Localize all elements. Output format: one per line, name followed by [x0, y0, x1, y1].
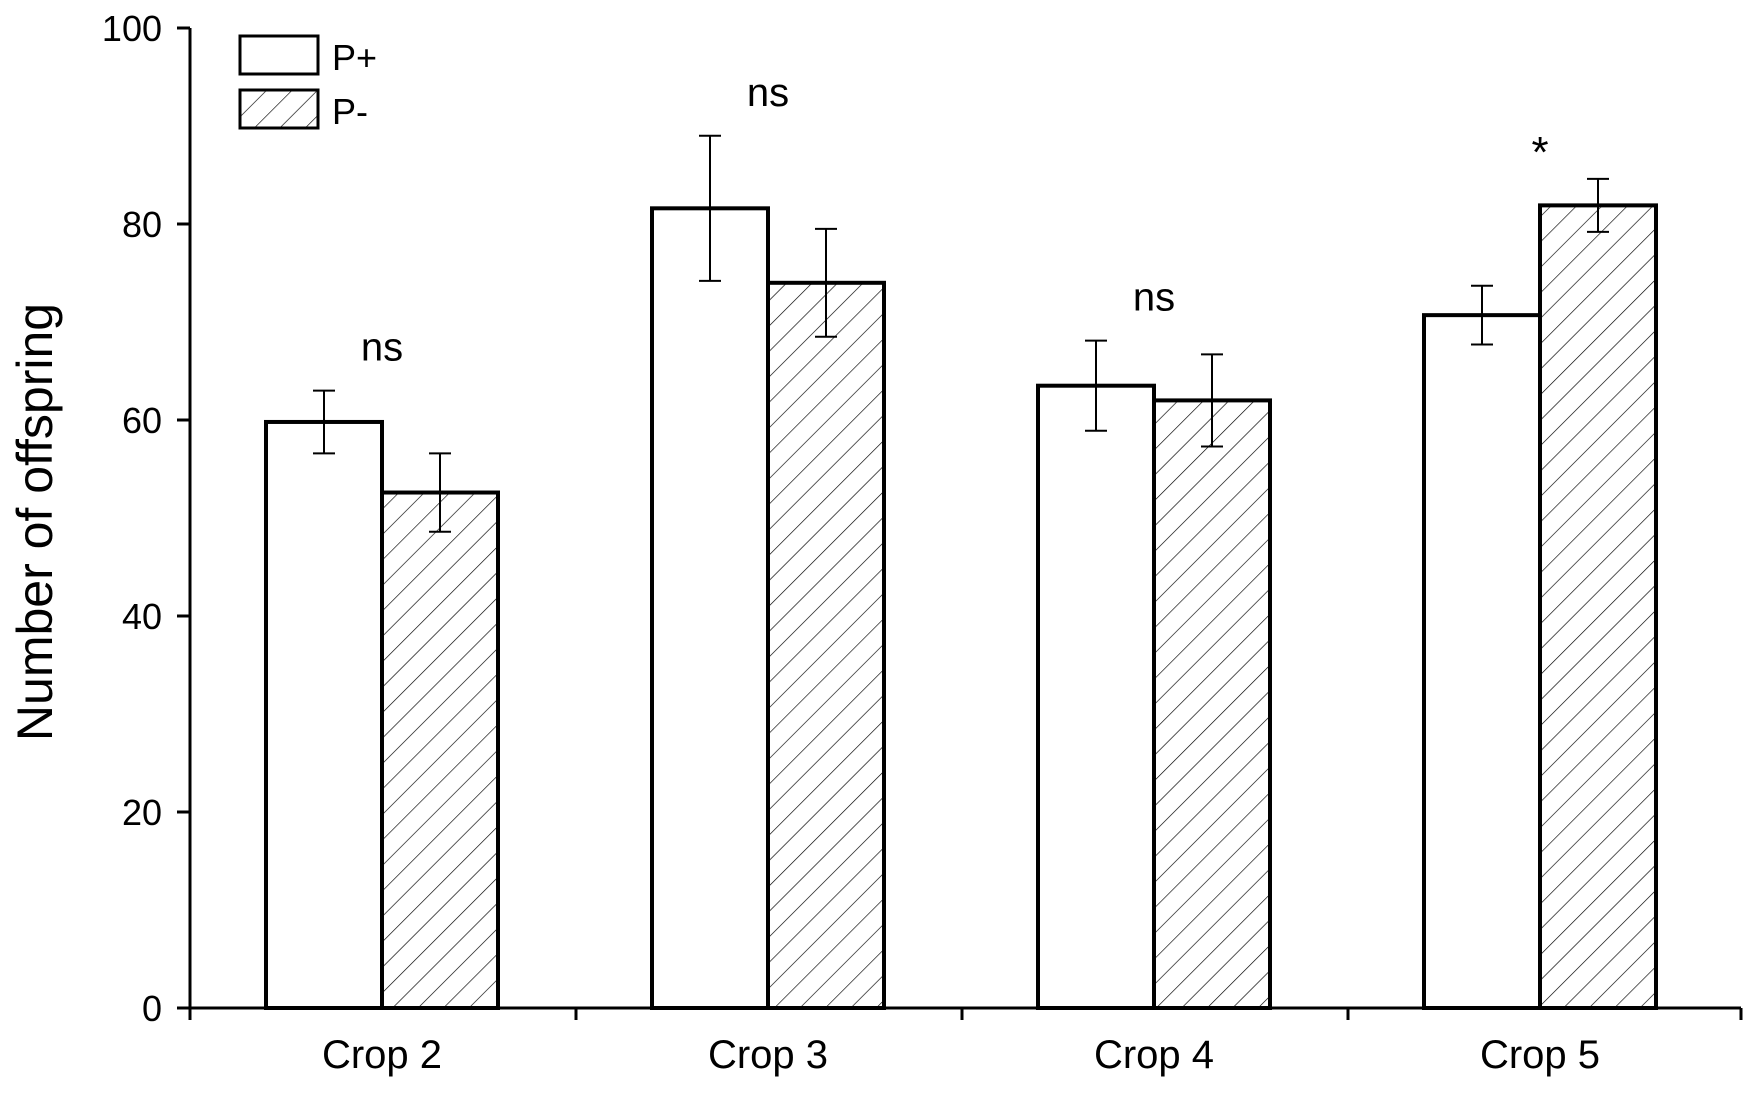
y-axis-title: Number of offspring [7, 303, 63, 741]
significance-label: * [1531, 128, 1548, 177]
significance-label: ns [361, 326, 403, 370]
bars [264, 203, 1658, 1010]
bar-p-plus [1036, 383, 1156, 1010]
y-axis-ticks: 0 20 40 60 80 100 [102, 8, 190, 1029]
legend-label-p-minus: P- [332, 91, 368, 132]
bar-p-plus [264, 419, 384, 1010]
y-tick-label: 60 [122, 400, 162, 441]
significance-annotations: ns ns ns * [361, 71, 1549, 370]
legend-swatch-p-plus [238, 34, 320, 76]
bar-p-plus [650, 206, 770, 1010]
legend-swatch-p-minus [238, 88, 320, 130]
x-tick-label: Crop 5 [1480, 1033, 1600, 1077]
axes [188, 28, 1741, 1010]
y-tick-label: 40 [122, 596, 162, 637]
significance-label: ns [1133, 276, 1175, 320]
y-tick-label: 100 [102, 8, 162, 49]
bar-p-minus [766, 280, 886, 1010]
bar-p-minus [1538, 203, 1658, 1010]
x-tick-label: Crop 3 [708, 1033, 828, 1077]
significance-label: ns [747, 71, 789, 115]
legend: P+ P- [238, 34, 377, 132]
error-bars [313, 134, 1609, 533]
x-axis-ticks: Crop 2 Crop 3 Crop 4 Crop 5 [188, 1008, 1743, 1077]
y-tick-label: 0 [142, 988, 162, 1029]
x-tick-label: Crop 2 [322, 1033, 442, 1077]
legend-label-p-plus: P+ [332, 37, 377, 78]
x-tick-label: Crop 4 [1094, 1033, 1214, 1077]
bar-p-minus [1152, 398, 1272, 1010]
bar-p-minus [380, 490, 500, 1010]
bar-p-plus [1422, 313, 1542, 1010]
y-tick-label: 20 [122, 792, 162, 833]
y-tick-label: 80 [122, 204, 162, 245]
